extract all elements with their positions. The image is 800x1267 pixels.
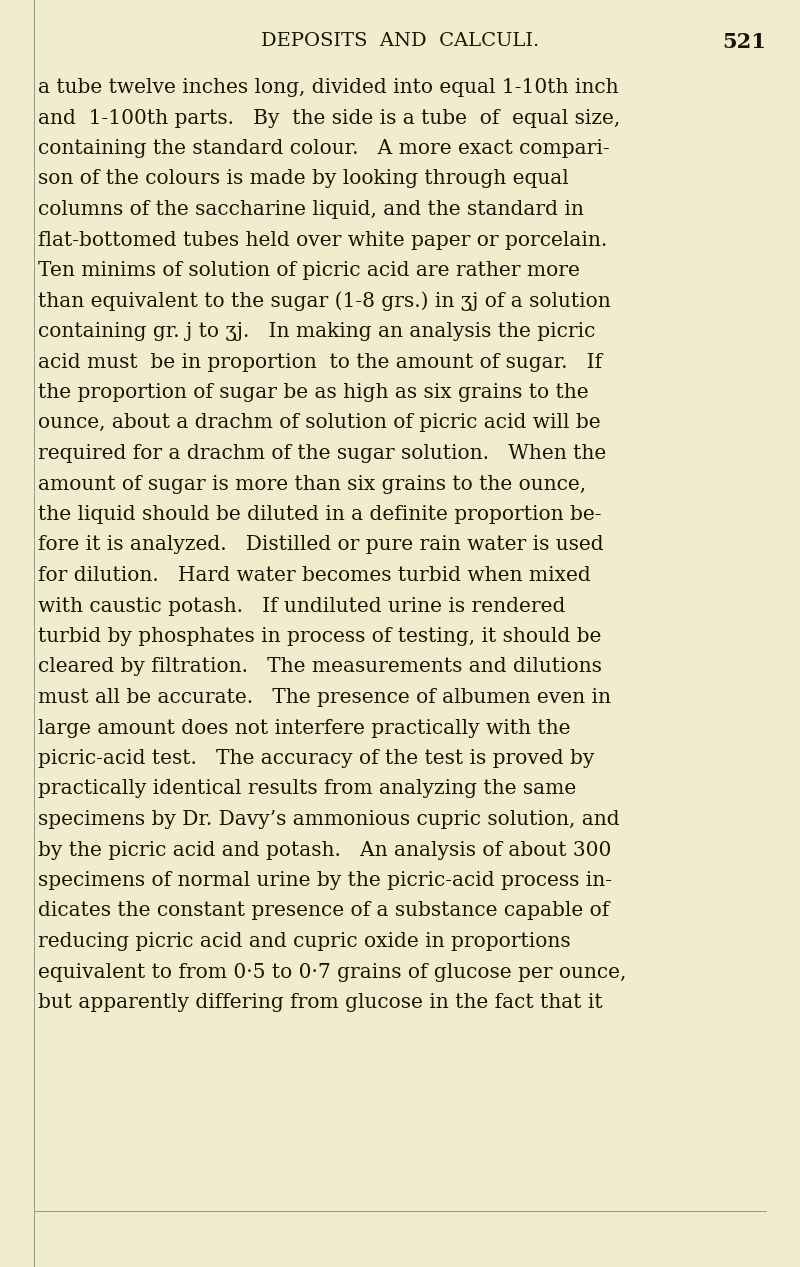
Text: the proportion of sugar be as high as six grains to the: the proportion of sugar be as high as si…	[38, 383, 589, 402]
Text: Ten minims of solution of picric acid are rather more: Ten minims of solution of picric acid ar…	[38, 261, 580, 280]
Text: dicates the constant presence of a substance capable of: dicates the constant presence of a subst…	[38, 902, 610, 921]
Text: containing the standard colour.   A more exact compari-: containing the standard colour. A more e…	[38, 139, 610, 158]
Text: large amount does not interfere practically with the: large amount does not interfere practica…	[38, 718, 570, 737]
Text: and  1-100th parts.   By  the side is a tube  of  equal size,: and 1-100th parts. By the side is a tube…	[38, 109, 620, 128]
Text: specimens by Dr. Davy’s ammonious cupric solution, and: specimens by Dr. Davy’s ammonious cupric…	[38, 810, 620, 829]
Text: than equivalent to the sugar (1-8 grs.) in ʒj of a solution: than equivalent to the sugar (1-8 grs.) …	[38, 291, 610, 312]
Text: cleared by filtration.   The measurements and dilutions: cleared by filtration. The measurements …	[38, 658, 602, 677]
Text: reducing picric acid and cupric oxide in proportions: reducing picric acid and cupric oxide in…	[38, 933, 570, 952]
Text: columns of the saccharine liquid, and the standard in: columns of the saccharine liquid, and th…	[38, 200, 584, 219]
Text: for dilution.   Hard water becomes turbid when mixed: for dilution. Hard water becomes turbid …	[38, 566, 590, 585]
Text: turbid by phosphates in process of testing, it should be: turbid by phosphates in process of testi…	[38, 627, 602, 646]
Text: containing gr. j to ʒj.   In making an analysis the picric: containing gr. j to ʒj. In making an ana…	[38, 322, 595, 341]
Text: acid must  be in proportion  to the amount of sugar.   If: acid must be in proportion to the amount…	[38, 352, 602, 371]
Text: the liquid should be diluted in a definite proportion be-: the liquid should be diluted in a defini…	[38, 506, 602, 525]
Text: DEPOSITS  AND  CALCULI.: DEPOSITS AND CALCULI.	[261, 32, 539, 49]
Text: with caustic potash.   If undiluted urine is rendered: with caustic potash. If undiluted urine …	[38, 597, 566, 616]
Text: flat-bottomed tubes held over white paper or porcelain.: flat-bottomed tubes held over white pape…	[38, 231, 607, 250]
Text: a tube twelve inches long, divided into equal 1-10th inch: a tube twelve inches long, divided into …	[38, 79, 618, 98]
Text: fore it is analyzed.   Distilled or pure rain water is used: fore it is analyzed. Distilled or pure r…	[38, 536, 604, 555]
Text: required for a drachm of the sugar solution.   When the: required for a drachm of the sugar solut…	[38, 443, 606, 462]
Text: 521: 521	[722, 32, 766, 52]
Text: son of the colours is made by looking through equal: son of the colours is made by looking th…	[38, 170, 569, 189]
Text: must all be accurate.   The presence of albumen even in: must all be accurate. The presence of al…	[38, 688, 611, 707]
Text: practically identical results from analyzing the same: practically identical results from analy…	[38, 779, 576, 798]
Text: by the picric acid and potash.   An analysis of about 300: by the picric acid and potash. An analys…	[38, 840, 611, 859]
Text: but apparently differing from glucose in the fact that it: but apparently differing from glucose in…	[38, 993, 602, 1012]
Text: equivalent to from 0·5 to 0·7 grains of glucose per ounce,: equivalent to from 0·5 to 0·7 grains of …	[38, 963, 626, 982]
Text: ounce, about a drachm of solution of picric acid will be: ounce, about a drachm of solution of pic…	[38, 413, 601, 432]
Text: specimens of normal urine by the picric-acid process in-: specimens of normal urine by the picric-…	[38, 870, 612, 889]
Text: amount of sugar is more than six grains to the ounce,: amount of sugar is more than six grains …	[38, 475, 586, 494]
Text: picric-acid test.   The accuracy of the test is proved by: picric-acid test. The accuracy of the te…	[38, 749, 594, 768]
